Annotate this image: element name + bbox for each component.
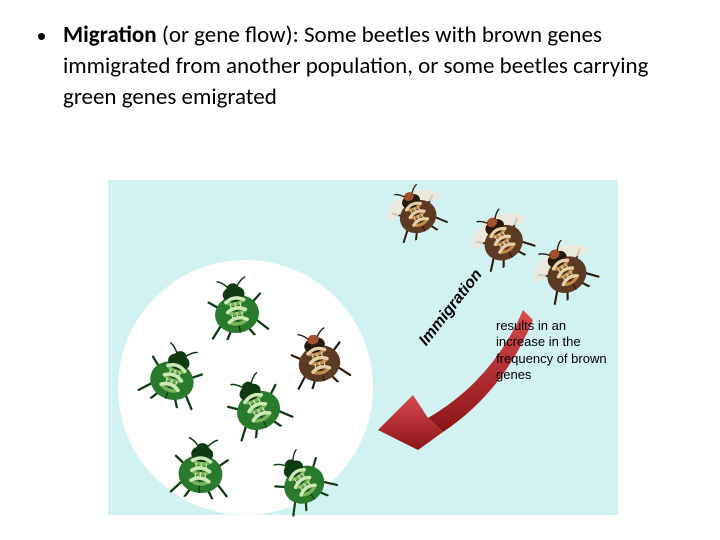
migration-diagram: Immigration results in an increase in th…	[108, 180, 618, 515]
bullet-dot-icon	[38, 33, 45, 40]
diagram-caption: results in an increase in the frequency …	[496, 318, 614, 383]
bullet-block: Migration (or gene flow): Some beetles w…	[38, 20, 678, 113]
bullet-row: Migration (or gene flow): Some beetles w…	[38, 20, 678, 113]
bullet-text: Migration (or gene flow): Some beetles w…	[63, 20, 678, 113]
beetle-green-icon	[161, 435, 242, 501]
bullet-bold: Migration	[63, 21, 157, 49]
